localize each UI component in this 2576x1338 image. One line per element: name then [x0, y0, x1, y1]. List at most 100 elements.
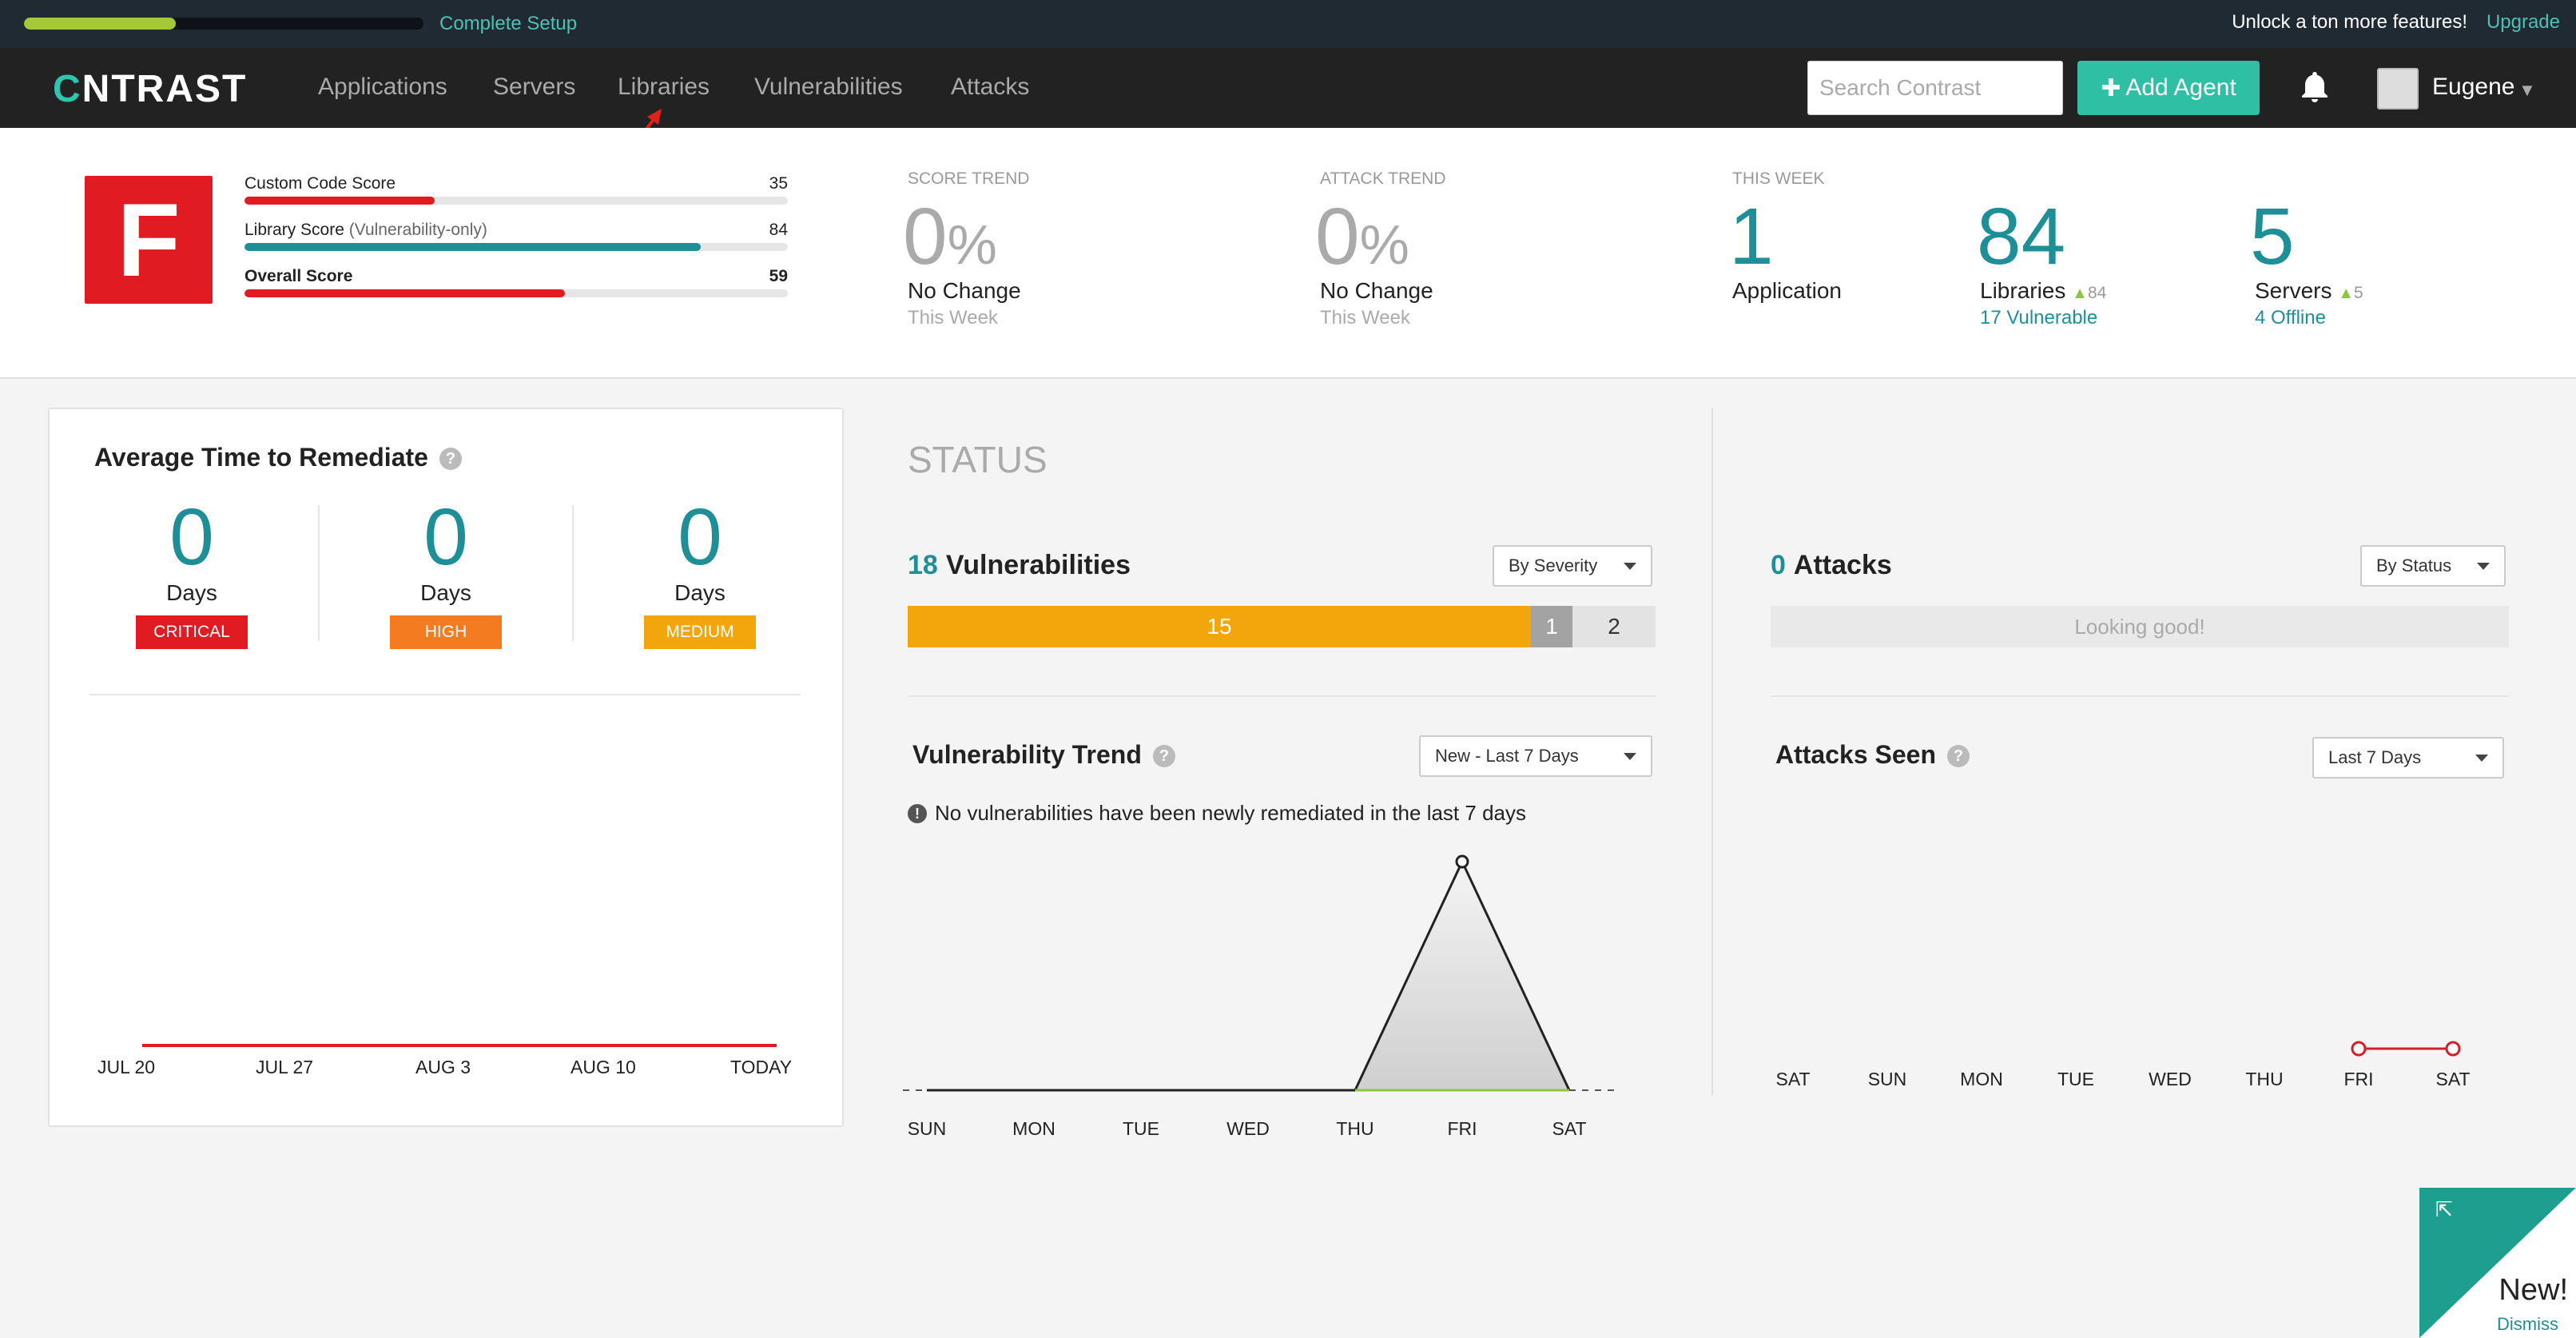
triangle-up-icon: ▲	[2338, 285, 2355, 302]
caret-down-icon	[2475, 754, 2488, 762]
bell-icon[interactable]	[2299, 70, 2331, 110]
attack-status-label: By Status	[2376, 556, 2452, 575]
divider	[318, 505, 320, 641]
score-trend-label: No Change	[908, 278, 1021, 303]
high-days-value: 0	[423, 492, 468, 582]
add-agent-label: Add Agent	[2125, 74, 2236, 101]
x-tick-label: JUL 20	[97, 1057, 156, 1077]
caret-down-icon	[2477, 562, 2490, 570]
attack-status-dropdown[interactable]: By Status	[2360, 545, 2506, 587]
vulnerabilities-count: 18	[908, 550, 938, 580]
trend-notice-text: No vulnerabilities have been newly remed…	[935, 801, 1526, 825]
complete-setup-link[interactable]: Complete Setup	[439, 13, 578, 34]
new-features-panel: ⇱ New! Dismiss	[2419, 1188, 2576, 1338]
x-tick-label: TUE	[1123, 1118, 1159, 1139]
contrast-logo[interactable]: CNTRAST	[53, 67, 247, 111]
setup-progress	[24, 18, 423, 30]
attacks-seen-title: Attacks Seen?	[1775, 740, 1970, 770]
attack-trend-sub: This Week	[1320, 307, 1410, 329]
overall-score-label: Overall Score	[244, 267, 353, 285]
overall-score-bar	[244, 289, 788, 297]
severity-segment[interactable]: 1	[1531, 606, 1572, 647]
custom-code-score-label: Custom Code Score	[244, 174, 396, 193]
divider	[572, 505, 574, 641]
x-tick-label: MON	[1012, 1118, 1055, 1139]
vulnerabilities-label: Vulnerabilities	[945, 550, 1131, 580]
help-icon[interactable]: ?	[1152, 745, 1175, 767]
search-input[interactable]	[1807, 61, 2063, 115]
score-trend-value: 0%	[903, 192, 997, 281]
trend-area	[927, 862, 1569, 1090]
remediate-critical: 0 Days CRITICAL	[120, 497, 264, 649]
trend-range-label: New - Last 7 Days	[1435, 746, 1579, 766]
caret-down-icon	[1624, 562, 1636, 570]
nav-libraries[interactable]: Libraries	[618, 74, 710, 100]
x-tick-label: FRI	[2343, 1069, 2373, 1089]
triangle-up-icon: ▲	[2072, 285, 2088, 302]
column-divider	[1711, 408, 1713, 1095]
help-icon[interactable]: ?	[439, 448, 462, 470]
attacks-empty-state: Looking good!	[1771, 606, 2509, 647]
this-week-heading: THIS WEEK	[1732, 169, 1825, 188]
high-days-unit: Days	[420, 580, 471, 605]
critical-days-unit: Days	[166, 580, 217, 605]
applications-count[interactable]: 1	[1729, 192, 1774, 281]
remediate-title: Average Time to Remediate?	[94, 443, 462, 472]
add-agent-button[interactable]: ✚ Add Agent	[2077, 61, 2260, 115]
x-tick-label: AUG 10	[570, 1057, 636, 1077]
expand-arrow-icon[interactable]: ⇱	[2435, 1197, 2453, 1221]
servers-count[interactable]: 5	[2250, 192, 2295, 281]
x-tick-label: WED	[1226, 1118, 1270, 1139]
x-tick-label: THU	[1336, 1118, 1373, 1139]
nav-vulnerabilities[interactable]: Vulnerabilities	[754, 74, 903, 100]
unlock-text: Unlock a ton more features!	[2232, 11, 2467, 33]
x-tick-label: TODAY	[730, 1057, 793, 1077]
overall-score-value: 59	[769, 267, 788, 285]
attacks-count: 0	[1771, 550, 1786, 580]
severity-dropdown-label: By Severity	[1509, 556, 1598, 575]
vulnerability-trend-chart: SUN MON TUE WED THU FRI SAT	[903, 854, 1617, 1139]
remediate-trend-line	[142, 1044, 777, 1047]
libraries-vulnerable-link[interactable]: 17 Vulnerable	[1980, 307, 2098, 329]
attacks-heading: 0 Attacks	[1771, 550, 1892, 581]
logo-text: NTRAST	[81, 68, 248, 110]
nav-attacks[interactable]: Attacks	[951, 74, 1030, 100]
dismiss-link[interactable]: Dismiss	[2497, 1314, 2558, 1334]
nav-applications[interactable]: Applications	[318, 74, 447, 100]
caret-down-icon	[1624, 752, 1636, 760]
nav-servers[interactable]: Servers	[493, 74, 576, 100]
grade-badge: F	[85, 176, 213, 304]
upgrade-link[interactable]: Upgrade	[2486, 11, 2560, 33]
attacks-range-dropdown[interactable]: Last 7 Days	[2312, 737, 2504, 779]
critical-badge: CRITICAL	[136, 615, 248, 649]
chevron-down-icon[interactable]: ▼	[2518, 80, 2536, 100]
custom-code-score: Custom Code Score 35	[244, 174, 788, 205]
x-tick-label: SAT	[1775, 1069, 1810, 1089]
libraries-count[interactable]: 84	[1977, 192, 2066, 281]
trend-range-dropdown[interactable]: New - Last 7 Days	[1419, 735, 1652, 777]
libraries-label: Libraries ▲84	[1980, 278, 2107, 303]
x-tick-label: JUL 27	[256, 1057, 314, 1077]
user-menu[interactable]: Eugene	[2432, 74, 2515, 100]
new-corner-graphic	[2419, 1188, 2576, 1338]
x-tick-label: TUE	[2057, 1069, 2094, 1089]
servers-offline-link[interactable]: 4 Offline	[2255, 307, 2326, 329]
severity-segment[interactable]: 15	[908, 606, 1531, 647]
data-point	[1455, 854, 1469, 869]
medium-days-value: 0	[678, 492, 722, 582]
trend-notice: ! No vulnerabilities have been newly reme…	[908, 801, 1526, 826]
remediate-medium: 0 Days MEDIUM	[628, 497, 772, 649]
score-trend-sub: This Week	[908, 307, 998, 329]
help-icon[interactable]: ?	[1946, 745, 1970, 767]
data-point	[2351, 1041, 2367, 1057]
critical-days-value: 0	[169, 492, 214, 582]
severity-dropdown[interactable]: By Severity	[1493, 545, 1652, 587]
severity-segment[interactable]: 2	[1572, 606, 1656, 647]
x-tick-label: MON	[1960, 1069, 2003, 1089]
score-trend-heading: SCORE TREND	[908, 169, 1030, 188]
x-tick-label: WED	[2149, 1069, 2192, 1089]
custom-code-score-value: 35	[769, 174, 788, 193]
attack-trend-value: 0%	[1315, 192, 1409, 281]
vulnerabilities-heading: 18 Vulnerabilities	[908, 550, 1131, 581]
avatar[interactable]	[2377, 68, 2419, 110]
